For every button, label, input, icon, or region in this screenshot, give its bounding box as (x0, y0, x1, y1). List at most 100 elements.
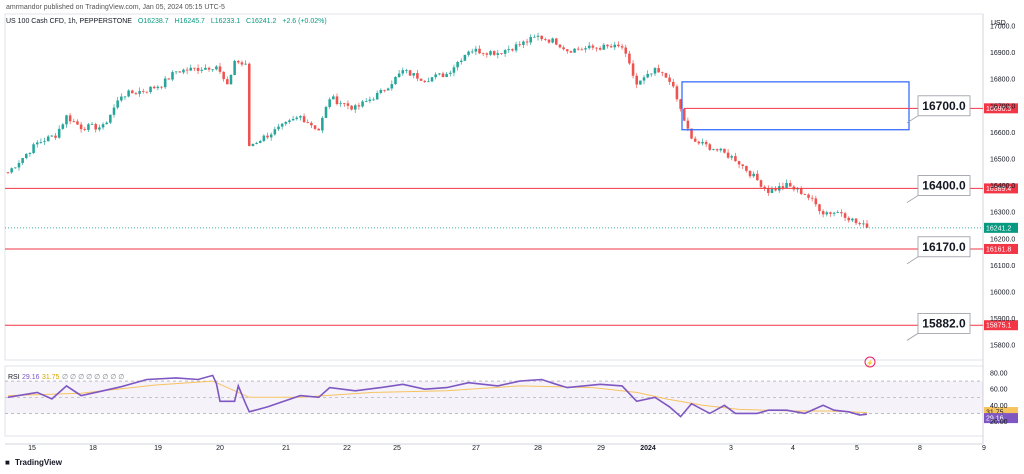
candle-body (339, 103, 342, 105)
candle-body (269, 134, 273, 138)
candle-body (419, 78, 423, 81)
candle-body (503, 50, 507, 54)
candle-body (459, 60, 463, 62)
candle-body (767, 188, 770, 193)
candle-body (152, 86, 156, 89)
candle-body (763, 186, 766, 189)
candle-body (653, 68, 657, 74)
candle-body (745, 165, 748, 171)
level-price-tag (984, 103, 1018, 114)
candle-body (832, 212, 836, 214)
tradingview-logo[interactable]: ■ TradingView (5, 458, 62, 467)
candle-body (682, 108, 686, 121)
candle-body (204, 67, 207, 70)
candle-body (558, 44, 562, 48)
close-value: C16241.2 (246, 18, 277, 25)
candle-body (379, 89, 383, 93)
event-icon-circle (864, 356, 876, 368)
rsi-ma-line (7, 380, 868, 414)
candle-body (642, 77, 646, 81)
candle-body (671, 81, 675, 87)
rsi-tick-label: 20.00 (990, 419, 1008, 426)
candle-body (138, 91, 141, 94)
candle-body (178, 71, 182, 73)
level-callout-pointer (906, 115, 919, 124)
candle-body (160, 86, 163, 88)
rsi-value-tag-text: 29.16 (986, 416, 1004, 423)
time-tick-label: 18 (89, 445, 97, 452)
open-value: O16238.7 (137, 18, 169, 25)
candle-body (343, 103, 346, 105)
rsi-extra-label: ∅ ∅ ∅ ∅ ∅ ∅ ∅ ∅ (62, 374, 124, 381)
level-callout-box[interactable] (917, 95, 971, 117)
candle-body (167, 78, 171, 80)
earnings-event-icon[interactable]: ⚡ (864, 356, 876, 368)
price-tick-label: 17000.0 (990, 24, 1015, 31)
candle-body (207, 67, 211, 70)
candle-body (237, 60, 240, 63)
candle-body (591, 45, 595, 48)
candle-body (50, 135, 54, 137)
candle-body (573, 48, 576, 53)
level-price-tag (984, 243, 1018, 254)
level-callout-text: 15882.0 (922, 316, 966, 330)
level-callout-box[interactable] (917, 312, 971, 334)
candle-body (781, 186, 785, 188)
candle-body (511, 49, 514, 51)
candle-body (39, 142, 43, 143)
candle-body (200, 69, 204, 71)
candle-body (741, 164, 744, 166)
candle-body (226, 79, 229, 85)
level-callout-box[interactable] (917, 175, 971, 197)
candle-body (284, 121, 288, 124)
candle-body (163, 78, 167, 88)
candle-body (770, 188, 774, 193)
candle-body (438, 73, 441, 75)
candle-body (171, 72, 174, 80)
candle-body (317, 128, 320, 131)
candle-body (555, 38, 558, 45)
candle-body (430, 77, 434, 82)
symbol-title[interactable]: US 100 Cash CFD, 1h, PEPPERSTONE O16238.… (6, 18, 327, 25)
candle-body (364, 101, 368, 102)
candle-body (321, 117, 324, 131)
candle-body (489, 51, 492, 55)
time-tick-label: 21 (282, 445, 290, 452)
level-callout-pointer (906, 195, 919, 203)
time-tick-label: 15 (28, 445, 36, 452)
candle-body (481, 53, 485, 55)
candle-body (123, 96, 127, 98)
candle-body (814, 198, 818, 205)
candle-body (803, 194, 807, 195)
candle-body (536, 35, 540, 37)
level-callout-pointer (906, 256, 919, 265)
candle-body (704, 141, 708, 145)
candle-body (109, 114, 112, 123)
time-tick-label: 28 (534, 445, 542, 452)
last-price-tag (984, 222, 1018, 233)
price-tick-label: 16500.0 (990, 157, 1015, 164)
levels-layer[interactable]: 16690.5 16389.4 16161.8 15875.1 16241.2 16700… (5, 81, 1018, 368)
candle-body (222, 71, 225, 80)
candle-body (386, 88, 390, 91)
candle-body (328, 99, 331, 107)
candle-body (628, 53, 631, 64)
candle-body (799, 188, 803, 195)
candle-body (522, 41, 525, 45)
candle-body (576, 48, 580, 50)
candle-body (145, 91, 149, 93)
level-callout-box[interactable] (917, 236, 971, 258)
candle-body (416, 73, 419, 79)
candle-body (313, 125, 317, 129)
candle-body (551, 38, 554, 43)
candle-body (686, 120, 690, 129)
candle-body (357, 105, 361, 107)
candle-body (401, 70, 405, 74)
candle-body (441, 73, 445, 78)
candle-body (229, 74, 233, 85)
supply-zone-box[interactable] (681, 81, 910, 131)
candle-body (635, 75, 638, 85)
candle-body (434, 74, 437, 78)
